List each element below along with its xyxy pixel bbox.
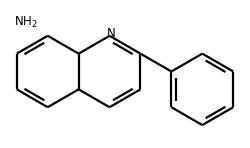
Text: NH$_2$: NH$_2$ xyxy=(14,15,37,30)
Text: N: N xyxy=(106,27,115,40)
